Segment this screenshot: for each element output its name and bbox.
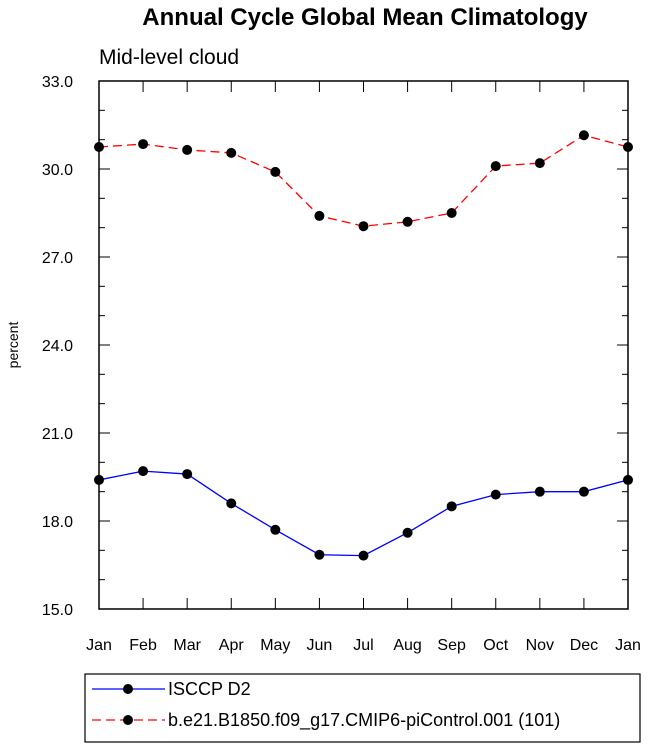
- data-point: [623, 142, 633, 152]
- axis-ticks: [98, 80, 629, 610]
- legend: ISCCP D2 b.e21.B1850.f09_g17.CMIP6-piCont…: [92, 679, 560, 731]
- data-point: [270, 166, 281, 177]
- x-tick-labels: Jan Feb Mar Apr May Jun Jul Aug Sep Oct Nov Dec Jan: [86, 637, 641, 654]
- x-tick-label: Apr: [219, 637, 245, 654]
- y-tick-label: 27.0: [42, 250, 73, 267]
- data-point: [402, 216, 413, 227]
- series-1: [94, 130, 633, 232]
- y-tick-label: 21.0: [42, 426, 73, 443]
- x-tick-label: Aug: [393, 637, 421, 654]
- data-point: [578, 486, 589, 497]
- x-tick-label: Dec: [570, 637, 598, 654]
- y-tick-label: 30.0: [42, 162, 73, 179]
- data-point: [490, 161, 501, 172]
- chart-subtitle: Mid-level cloud: [99, 46, 239, 69]
- data-point: [358, 221, 369, 232]
- data-point: [182, 469, 193, 480]
- series-0: [94, 466, 633, 561]
- data-point: [314, 549, 325, 560]
- x-tick-label: Sep: [437, 637, 466, 654]
- legend-box: [84, 673, 641, 743]
- x-tick-label: Nov: [526, 637, 554, 654]
- x-tick-label: Jan: [615, 637, 641, 654]
- data-point: [446, 208, 457, 218]
- y-tick-labels: 15.0 18.0 21.0 24.0 27.0 30.0 33.0: [42, 74, 73, 619]
- x-tick-label: May: [260, 637, 290, 654]
- data-point: [94, 142, 104, 152]
- data-point: [490, 489, 501, 500]
- x-tick-label: Oct: [483, 637, 508, 654]
- data-point: [402, 527, 413, 538]
- data-point: [578, 130, 589, 141]
- data-point: [446, 501, 457, 512]
- y-axis-label: percent: [5, 322, 21, 369]
- data-point: [138, 139, 149, 150]
- y-tick-label: 24.0: [42, 338, 73, 355]
- y-tick-label: 33.0: [42, 74, 73, 91]
- data-point: [94, 474, 104, 485]
- legend-marker: [123, 715, 133, 725]
- y-tick-label: 15.0: [42, 602, 73, 619]
- x-tick-label: Jun: [307, 637, 333, 654]
- x-tick-label: Jan: [86, 637, 112, 654]
- data-point: [226, 147, 237, 158]
- series-line: [98, 470, 629, 557]
- x-tick-label: Jul: [353, 637, 373, 654]
- data-point: [182, 144, 193, 155]
- series-layer: [94, 130, 633, 561]
- plot-area: [98, 80, 629, 610]
- data-point: [358, 550, 369, 561]
- data-point: [226, 498, 237, 509]
- data-point: [138, 466, 149, 477]
- legend-label: ISCCP D2: [168, 679, 251, 699]
- y-tick-label: 18.0: [42, 514, 73, 531]
- data-point: [534, 486, 545, 497]
- chart-title: Annual Cycle Global Mean Climatology: [142, 4, 588, 31]
- data-point: [534, 158, 545, 169]
- legend-label: b.e21.B1850.f09_g17.CMIP6-piControl.001 …: [168, 710, 560, 731]
- legend-marker: [123, 684, 133, 694]
- data-point: [623, 474, 633, 485]
- data-point: [270, 524, 281, 535]
- x-tick-label: Mar: [173, 637, 201, 654]
- data-point: [314, 210, 325, 221]
- series-line: [98, 134, 629, 227]
- x-tick-label: Feb: [129, 637, 157, 654]
